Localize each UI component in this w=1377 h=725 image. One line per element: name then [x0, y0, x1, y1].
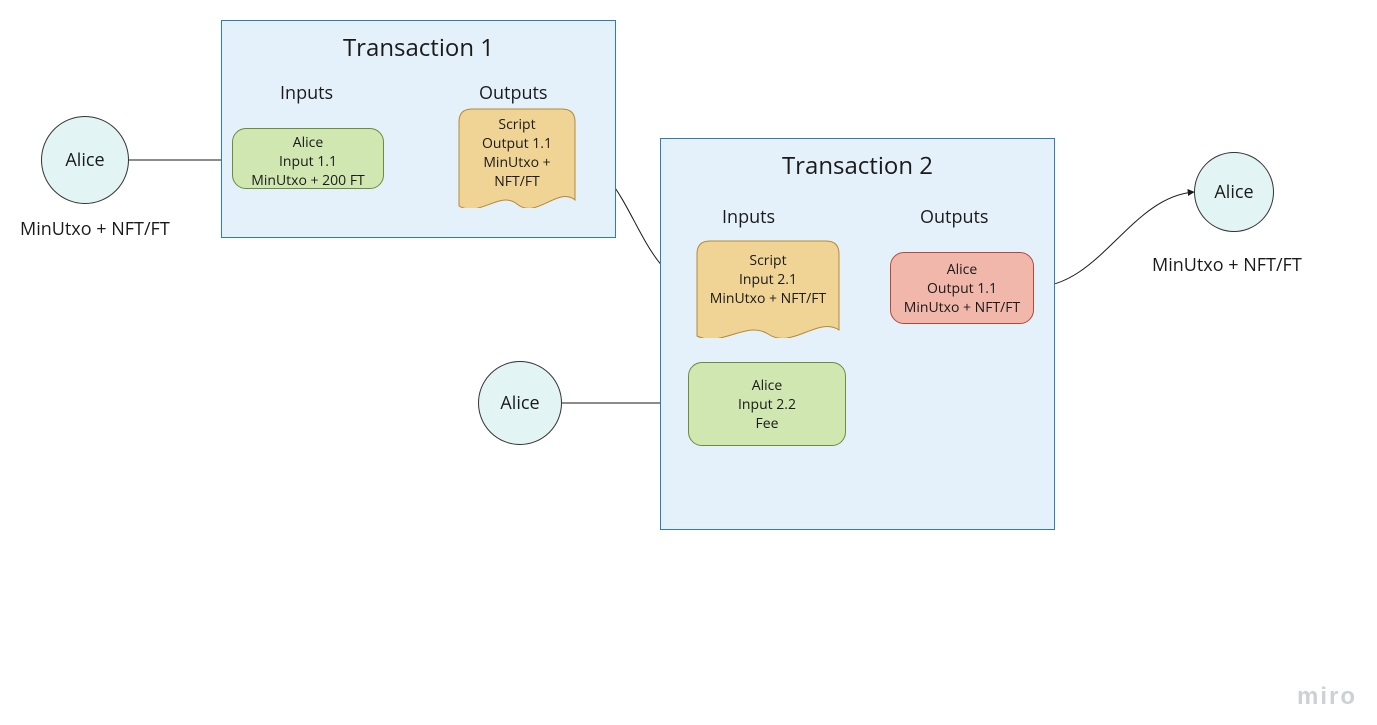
tx2-outputs-label: Outputs	[920, 205, 989, 229]
tx1-output-1-line3: MinUtxo +	[468, 154, 566, 173]
actor-alice-1-label: Alice	[65, 148, 104, 172]
transaction-1-title: Transaction 1	[222, 31, 615, 64]
tx2-input-1-line3: MinUtxo + NFT/FT	[706, 290, 830, 309]
tx2-output-1-line2: Output 1.1	[901, 280, 1023, 299]
tx1-input-1-line1: Alice	[243, 134, 373, 153]
miro-watermark: miro	[1297, 683, 1357, 711]
tx2-input-1-line2: Input 2.1	[706, 271, 830, 290]
tx2-input-2-card: Alice Input 2.2 Fee	[688, 362, 846, 446]
tx1-input-1-line2: Input 1.1	[243, 153, 373, 172]
tx1-output-1-line4: NFT/FT	[468, 173, 566, 192]
tx2-input-2-line3: Fee	[699, 415, 835, 434]
transaction-2-title: Transaction 2	[661, 149, 1054, 182]
tx2-output-1-card: Alice Output 1.1 MinUtxo + NFT/FT	[890, 252, 1034, 324]
actor-alice-1: Alice	[41, 116, 129, 204]
tx1-output-1-card: Script Output 1.1 MinUtxo + NFT/FT	[458, 108, 576, 208]
tx2-output-1-line3: MinUtxo + NFT/FT	[901, 299, 1023, 318]
tx2-input-2-line1: Alice	[699, 377, 835, 396]
actor-alice-3: Alice	[1194, 152, 1274, 232]
actor-alice-3-caption: MinUtxo + NFT/FT	[1152, 253, 1302, 277]
tx1-inputs-label: Inputs	[280, 81, 333, 105]
actor-alice-3-label: Alice	[1214, 180, 1253, 204]
actor-alice-1-caption: MinUtxo + NFT/FT	[20, 217, 170, 241]
tx2-input-1-card: Script Input 2.1 MinUtxo + NFT/FT	[696, 240, 840, 338]
tx2-output-1-line1: Alice	[901, 261, 1023, 280]
tx1-input-1-line3: MinUtxo + 200 FT	[243, 172, 373, 191]
tx2-input-1-line1: Script	[706, 252, 830, 271]
tx1-output-1-line2: Output 1.1	[468, 135, 566, 154]
tx1-outputs-label: Outputs	[479, 81, 548, 105]
tx2-input-2-line2: Input 2.2	[699, 396, 835, 415]
actor-alice-2: Alice	[478, 361, 562, 445]
tx1-output-1-line1: Script	[468, 116, 566, 135]
actor-alice-2-label: Alice	[500, 391, 539, 415]
tx2-inputs-label: Inputs	[722, 205, 775, 229]
diagram-canvas: Transaction 1 Inputs Outputs Transaction…	[0, 0, 1377, 725]
tx1-input-1-card: Alice Input 1.1 MinUtxo + 200 FT	[232, 128, 384, 189]
